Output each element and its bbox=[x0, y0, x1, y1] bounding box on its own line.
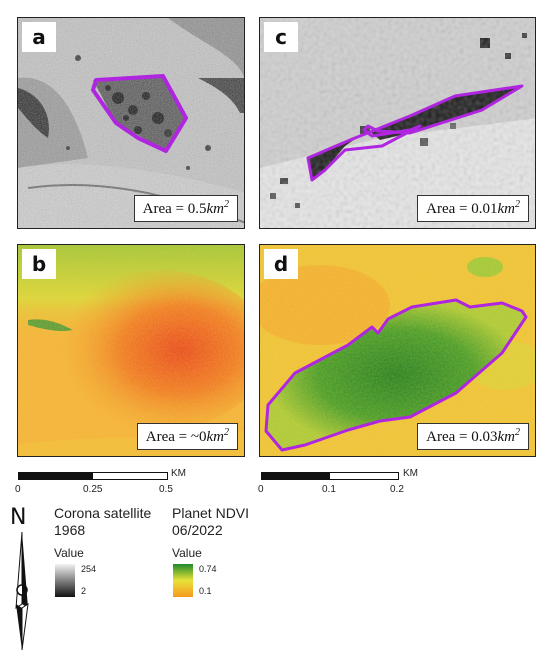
area-label-d: Area = 0.03km2 bbox=[417, 423, 529, 450]
ndvi-imagery-b bbox=[18, 245, 244, 456]
scale-right-tick-1: 0.1 bbox=[322, 484, 336, 495]
panel-label-d: d bbox=[264, 249, 298, 279]
scale-left-tick-1: 0.25 bbox=[83, 484, 103, 495]
ndvi-imagery-d bbox=[260, 245, 535, 456]
scale-left-tick-0: 0 bbox=[15, 484, 21, 495]
panel-c-corona-map: c Area = 0.01km2 bbox=[259, 17, 536, 229]
panel-label-a: a bbox=[22, 22, 56, 52]
study-area-polygon-c bbox=[306, 84, 524, 182]
legend-planet-title: Planet NDVI 06/2022 bbox=[172, 505, 250, 538]
north-arrow: N bbox=[8, 505, 36, 650]
legend-planet-max: 0.74 bbox=[199, 564, 217, 574]
area-label-a: Area = 0.5km2 bbox=[133, 195, 238, 222]
scale-right-tick-2: 0.2 bbox=[390, 484, 404, 495]
study-area-polygon-d bbox=[264, 298, 528, 452]
panel-label-c: c bbox=[264, 22, 298, 52]
corona-imagery-c bbox=[260, 18, 535, 228]
corona-imagery-a bbox=[18, 18, 244, 228]
legend-corona-min: 2 bbox=[81, 586, 87, 596]
panel-d-ndvi-map: d Area = 0.03km2 bbox=[259, 244, 536, 457]
legend-planet-value-label: Value bbox=[172, 546, 202, 560]
scale-left-tick-2: 0.5 bbox=[159, 484, 173, 495]
legend-planet-ramp bbox=[173, 564, 193, 597]
scale-left-unit: KM bbox=[171, 468, 186, 479]
legend-corona-value-label: Value bbox=[54, 546, 84, 560]
area-label-c: Area = 0.01km2 bbox=[417, 195, 529, 222]
panel-a-corona-map: a Area = 0.5km2 bbox=[17, 17, 245, 229]
panel-b-ndvi-map: b Area = ~0km2 bbox=[17, 244, 245, 457]
scale-right-unit: KM bbox=[403, 468, 418, 479]
scale-bar-left bbox=[18, 472, 168, 480]
panel-label-b: b bbox=[22, 249, 56, 279]
north-arrow-icon bbox=[15, 532, 29, 650]
scale-right-tick-0: 0 bbox=[258, 484, 264, 495]
scale-bar-right bbox=[261, 472, 399, 480]
area-label-b: Area = ~0km2 bbox=[136, 423, 238, 450]
legend-planet-min: 0.1 bbox=[199, 586, 212, 596]
legend-corona-max: 254 bbox=[81, 564, 97, 574]
legend-corona-title: Corona satellite 1968 bbox=[54, 505, 152, 538]
study-area-polygon-a bbox=[91, 74, 188, 153]
north-label: N bbox=[10, 505, 27, 530]
legend-corona-ramp bbox=[55, 564, 75, 597]
